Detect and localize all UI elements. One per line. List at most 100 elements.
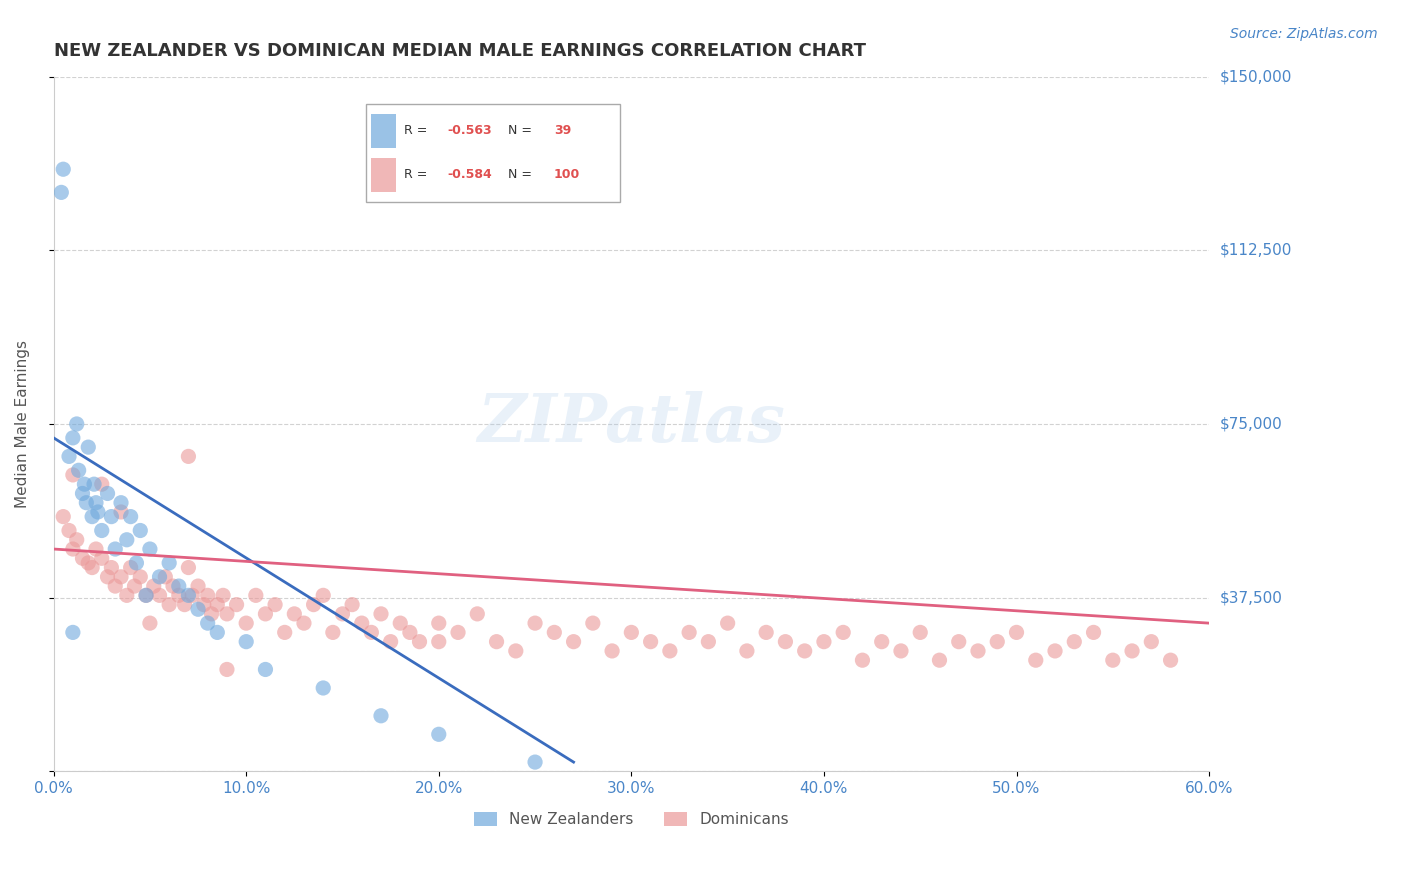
- Point: [72, 551, 94, 566]
- Point: [66, 417, 89, 431]
- Point: [254, 607, 277, 621]
- Point: [793, 644, 815, 658]
- Point: [524, 616, 547, 631]
- Point: [142, 579, 165, 593]
- Point: [52, 509, 75, 524]
- Point: [157, 556, 180, 570]
- Y-axis label: Median Male Earnings: Median Male Earnings: [15, 340, 30, 508]
- Point: [90, 551, 112, 566]
- Point: [524, 755, 547, 769]
- Point: [82, 560, 104, 574]
- Point: [447, 625, 470, 640]
- Point: [600, 644, 623, 658]
- Point: [1005, 625, 1028, 640]
- Point: [273, 625, 295, 640]
- Point: [155, 570, 177, 584]
- Point: [52, 162, 75, 177]
- Point: [948, 634, 970, 648]
- Point: [177, 588, 200, 602]
- Point: [58, 524, 80, 538]
- Point: [302, 598, 325, 612]
- Point: [235, 634, 257, 648]
- Point: [1063, 634, 1085, 648]
- Point: [697, 634, 720, 648]
- Text: Source: ZipAtlas.com: Source: ZipAtlas.com: [1230, 27, 1378, 41]
- Point: [908, 625, 931, 640]
- Point: [104, 542, 127, 557]
- Point: [62, 431, 84, 445]
- Point: [292, 616, 315, 631]
- Point: [77, 556, 100, 570]
- Point: [148, 570, 170, 584]
- Point: [72, 486, 94, 500]
- Point: [1160, 653, 1182, 667]
- Point: [73, 477, 96, 491]
- Point: [332, 607, 354, 621]
- Point: [90, 524, 112, 538]
- Point: [543, 625, 565, 640]
- Point: [87, 505, 110, 519]
- Point: [115, 588, 138, 602]
- Point: [986, 634, 1008, 648]
- Point: [1121, 644, 1143, 658]
- Point: [235, 616, 257, 631]
- Point: [139, 616, 162, 631]
- Point: [197, 588, 219, 602]
- Point: [51, 186, 73, 200]
- Point: [100, 560, 122, 574]
- Point: [399, 625, 422, 640]
- Point: [129, 570, 152, 584]
- Point: [312, 588, 335, 602]
- Point: [582, 616, 605, 631]
- Point: [177, 560, 200, 574]
- Point: [177, 450, 200, 464]
- Point: [620, 625, 643, 640]
- Point: [120, 509, 142, 524]
- Text: $37,500: $37,500: [1220, 591, 1284, 605]
- Point: [1043, 644, 1066, 658]
- Point: [678, 625, 700, 640]
- Text: $112,500: $112,500: [1220, 243, 1292, 258]
- Point: [84, 542, 107, 557]
- Point: [75, 496, 97, 510]
- Point: [148, 588, 170, 602]
- Point: [173, 598, 195, 612]
- Point: [58, 450, 80, 464]
- Point: [110, 570, 132, 584]
- Point: [245, 588, 267, 602]
- Point: [187, 602, 209, 616]
- Point: [264, 598, 287, 612]
- Point: [181, 588, 204, 602]
- Point: [775, 634, 797, 648]
- Point: [90, 477, 112, 491]
- Point: [485, 634, 508, 648]
- Point: [928, 653, 950, 667]
- Text: $75,000: $75,000: [1220, 417, 1282, 432]
- Point: [562, 634, 585, 648]
- Point: [1101, 653, 1123, 667]
- Point: [215, 607, 238, 621]
- Point: [207, 625, 229, 640]
- Point: [120, 560, 142, 574]
- Point: [312, 681, 335, 695]
- Point: [67, 463, 90, 477]
- Point: [755, 625, 778, 640]
- Point: [212, 588, 235, 602]
- Point: [96, 486, 118, 500]
- Point: [62, 542, 84, 557]
- Point: [505, 644, 527, 658]
- Point: [139, 542, 162, 557]
- Point: [870, 634, 893, 648]
- Point: [215, 663, 238, 677]
- Point: [225, 598, 247, 612]
- Point: [350, 616, 373, 631]
- Point: [83, 477, 105, 491]
- Point: [129, 524, 152, 538]
- Text: ZIPatlas: ZIPatlas: [478, 392, 786, 457]
- Point: [124, 579, 146, 593]
- Point: [193, 598, 215, 612]
- Point: [77, 440, 100, 454]
- Point: [135, 588, 157, 602]
- Point: [84, 496, 107, 510]
- Point: [465, 607, 488, 621]
